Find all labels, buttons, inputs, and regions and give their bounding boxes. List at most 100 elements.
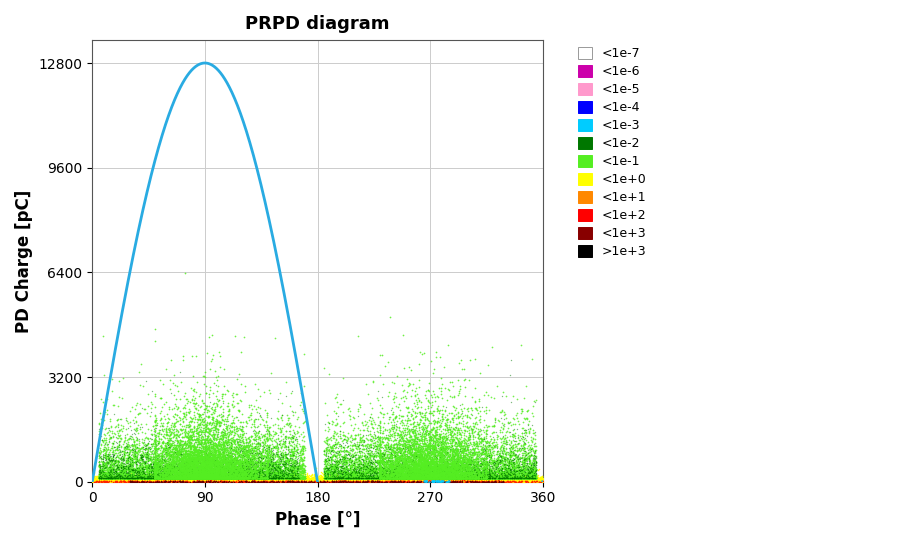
Point [202, 477, 216, 486]
Point [189, 432, 203, 441]
Point [476, 474, 490, 483]
Point [525, 467, 539, 476]
Point [333, 477, 348, 485]
Point [210, 475, 224, 484]
Point [93, 453, 107, 461]
Point [453, 477, 468, 485]
Point [346, 475, 360, 484]
Point [173, 474, 188, 483]
Point [216, 474, 231, 483]
Point [95, 477, 110, 486]
Point [399, 471, 413, 479]
Point [261, 471, 275, 480]
Point [187, 466, 202, 474]
Point [403, 477, 418, 486]
Point [489, 471, 503, 480]
Point [512, 477, 527, 485]
Point [413, 477, 428, 485]
Point [318, 469, 332, 478]
Point [410, 465, 424, 473]
Point [525, 474, 539, 483]
Point [400, 422, 415, 430]
Point [337, 477, 351, 486]
Point [242, 469, 257, 478]
Point [492, 477, 507, 485]
Point [347, 461, 361, 470]
Point [523, 452, 538, 460]
Point [269, 448, 283, 456]
Point [211, 477, 225, 486]
Point [208, 460, 222, 468]
Point [224, 466, 239, 474]
Point [441, 477, 456, 486]
Point [289, 476, 303, 485]
Point [213, 477, 228, 486]
Point [148, 444, 163, 453]
Point [93, 476, 107, 485]
Point [114, 477, 129, 486]
Point [180, 460, 194, 469]
Point [204, 404, 219, 413]
Point [370, 475, 384, 484]
Point [353, 462, 368, 471]
Point [274, 472, 289, 480]
Point [222, 477, 236, 486]
Point [325, 477, 340, 486]
Point [277, 477, 291, 485]
Point [106, 477, 121, 486]
Point [451, 448, 466, 457]
Point [459, 477, 474, 485]
Point [242, 476, 256, 485]
Point [394, 475, 409, 484]
Point [336, 467, 350, 475]
Point [418, 466, 432, 474]
Point [482, 477, 497, 485]
Point [109, 477, 123, 486]
Point [300, 477, 314, 486]
Point [103, 475, 117, 484]
Point [483, 472, 498, 481]
Point [423, 474, 438, 483]
Point [247, 470, 262, 479]
Point [199, 477, 213, 486]
Point [205, 477, 220, 486]
Point [395, 441, 410, 450]
Point [109, 453, 123, 462]
Point [379, 477, 393, 485]
Point [119, 477, 133, 486]
Point [134, 474, 149, 483]
Point [154, 474, 169, 483]
Point [338, 477, 352, 486]
Point [164, 474, 179, 483]
Point [410, 459, 425, 467]
Point [168, 477, 183, 486]
Point [221, 431, 235, 440]
Point [419, 461, 434, 470]
Point [415, 448, 429, 457]
Point [169, 472, 183, 481]
Point [384, 474, 399, 483]
Point [499, 477, 514, 486]
Point [306, 477, 321, 485]
Point [395, 477, 410, 486]
Point [410, 475, 425, 484]
Point [281, 477, 295, 486]
Point [183, 474, 197, 483]
Point [300, 477, 314, 486]
Point [212, 421, 227, 430]
Point [185, 474, 200, 483]
Point [284, 477, 299, 486]
Point [238, 477, 252, 486]
Point [173, 474, 188, 483]
Point [177, 475, 192, 484]
Point [529, 476, 544, 485]
Point [433, 427, 448, 436]
Point [280, 477, 294, 485]
Point [408, 466, 422, 474]
Point [251, 477, 265, 486]
Point [115, 476, 130, 485]
Point [266, 472, 281, 481]
Point [277, 476, 291, 485]
Point [369, 477, 383, 485]
Point [413, 463, 428, 472]
